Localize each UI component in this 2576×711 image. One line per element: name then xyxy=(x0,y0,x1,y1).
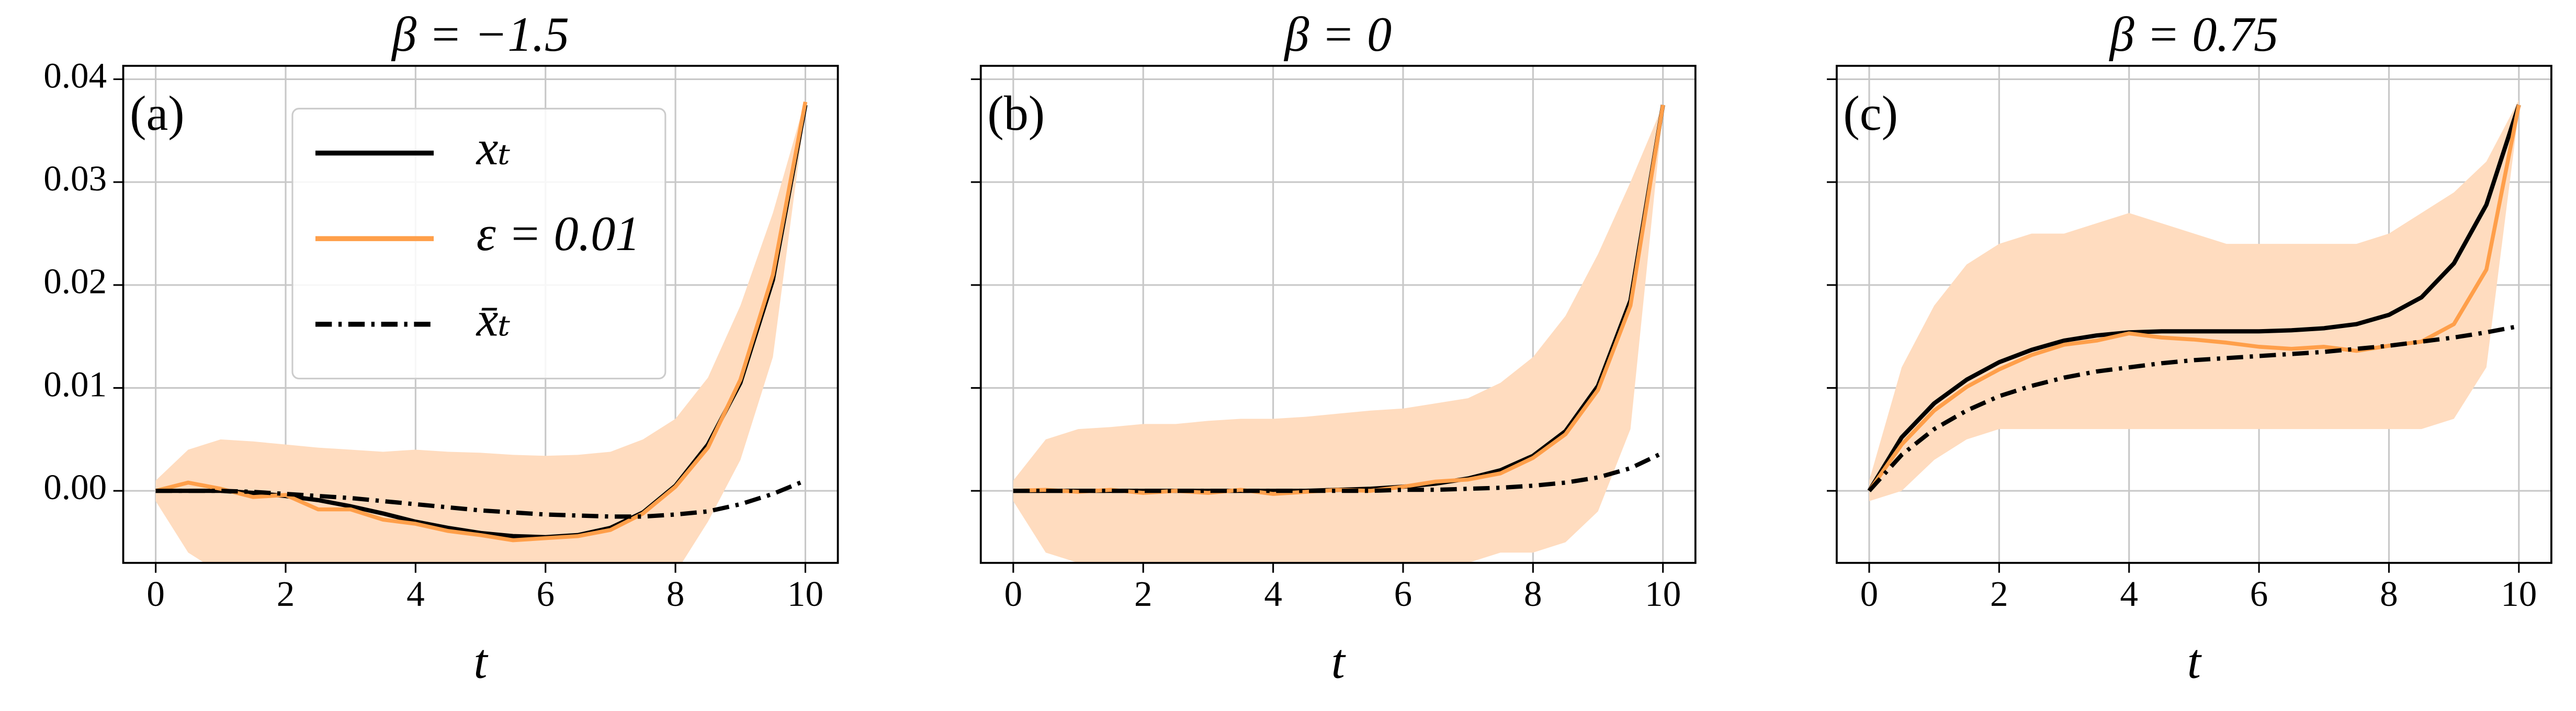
series-line xyxy=(1013,450,1664,493)
panel: 0 2 4 6 8 10 (c) β = 0.75 t xyxy=(1827,7,2552,689)
x-tick-label: 2 xyxy=(277,573,295,614)
series-line xyxy=(1867,104,2521,492)
legend-label: ε = 0.01 xyxy=(477,207,640,261)
panel: 0 2 4 6 8 10 (b) β = 0 t xyxy=(970,7,1697,689)
axes-frame xyxy=(979,64,1697,564)
plot-area xyxy=(155,99,808,563)
x-axis-label: t xyxy=(1331,635,1347,689)
series-line xyxy=(1867,324,2519,492)
x-tick-label: 8 xyxy=(1524,573,1542,614)
legend-label: x̄ₜ xyxy=(476,292,511,346)
confidence-band xyxy=(155,99,806,563)
x-tick-label: 0 xyxy=(1860,573,1879,614)
panel-label: (c) xyxy=(1843,86,1898,141)
plot-area xyxy=(1867,99,2521,501)
y-tick-label: 0.01 xyxy=(43,364,107,404)
chart-title: β = 0.75 xyxy=(2109,7,2278,62)
series-line xyxy=(1867,104,2521,492)
chart-title: β = 0 xyxy=(1283,7,1392,62)
x-tick-label: 0 xyxy=(1004,573,1023,614)
axes-frame xyxy=(122,64,839,564)
plot-area xyxy=(1013,104,1665,563)
x-tick-label: 4 xyxy=(2120,573,2138,614)
legend-box xyxy=(291,108,666,380)
x-tick-label: 4 xyxy=(406,573,425,614)
x-tick-label: 8 xyxy=(2380,573,2398,614)
panel-label: (b) xyxy=(987,86,1045,141)
legend-label: xₜ xyxy=(476,121,511,175)
confidence-band xyxy=(1869,99,2519,501)
y-tick-label: 0.03 xyxy=(43,158,107,198)
x-tick-label: 10 xyxy=(2501,573,2537,614)
x-tick-label: 0 xyxy=(146,573,165,614)
x-tick-label: 10 xyxy=(1645,573,1681,614)
x-tick-label: 8 xyxy=(666,573,685,614)
x-tick-label: 10 xyxy=(787,573,823,614)
y-tick-label: 0.00 xyxy=(43,467,107,507)
x-tick-label: 6 xyxy=(2250,573,2268,614)
panel-label: (a) xyxy=(130,86,185,141)
chart-title: β = −1.5 xyxy=(391,7,569,62)
x-tick-label: 2 xyxy=(1134,573,1153,614)
series-line xyxy=(155,101,808,543)
series-line xyxy=(155,478,807,519)
x-axis-label: t xyxy=(2187,635,2202,689)
x-tick-label: 4 xyxy=(1264,573,1282,614)
panel: 0 2 4 6 8 10 0.00 0.01 0.02 0.03 0.04 (a) β = −1.5 t x… xyxy=(43,7,839,689)
y-tick-label: 0.02 xyxy=(43,261,107,301)
confidence-band xyxy=(1013,105,1663,563)
axes-frame xyxy=(1835,64,2552,564)
x-tick-label: 6 xyxy=(1394,573,1413,614)
x-tick-label: 2 xyxy=(1990,573,2008,614)
y-tick-label: 0.04 xyxy=(43,55,107,95)
x-axis-label: t xyxy=(473,635,489,689)
legend: xₜ ε = 0.01 x̄ₜ xyxy=(291,108,666,380)
x-tick-label: 6 xyxy=(536,573,555,614)
